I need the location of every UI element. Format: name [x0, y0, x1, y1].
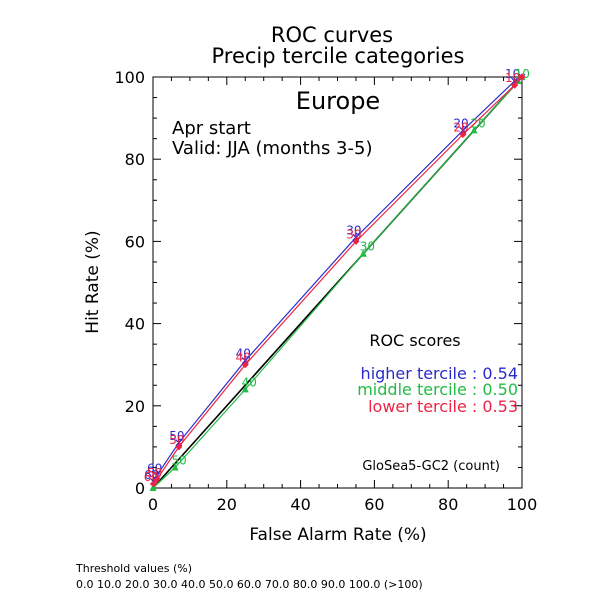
data-point [459, 131, 467, 139]
point-label: 10 [505, 67, 520, 81]
point-label: 30 [346, 223, 361, 237]
data-point [149, 484, 157, 491]
model-label: GloSea5-GC2 (count) [362, 459, 500, 474]
data-point [153, 476, 161, 484]
threshold-title: Threshold values (%) [76, 562, 193, 575]
point-label: 20 [453, 116, 468, 130]
x-axis-label: False Alarm Rate (%) [249, 525, 426, 545]
point-label: 50 [169, 429, 184, 443]
score-middle: middle tercile : 0.50 [357, 380, 518, 399]
point-label: 20 [453, 121, 468, 135]
threshold-values: 0.0 10.0 20.0 30.0 40.0 50.0 60.0 70.0 8… [76, 578, 423, 591]
x-tick-label: 60 [364, 495, 384, 514]
axis-ticks [152, 76, 523, 489]
chart-title: ROC curves [271, 23, 393, 47]
scores-title: ROC scores [369, 331, 460, 350]
x-tick-label: 80 [438, 495, 458, 514]
y-axis-label: Hit Rate (%) [83, 230, 103, 333]
data-point [241, 385, 249, 393]
point-label: 20 [470, 116, 485, 130]
x-tick-label: 40 [290, 495, 310, 514]
data-point [149, 480, 157, 488]
y-tick-label: 100 [114, 68, 145, 87]
tick-labels: 0 20 40 60 80 100 0 20 40 60 80 100 [114, 68, 537, 514]
point-label: 10 [505, 71, 520, 85]
y-tick-label: 80 [125, 150, 145, 169]
data-point [171, 463, 179, 471]
score-higher: higher tercile : 0.54 [361, 364, 518, 383]
point-label: 40 [236, 351, 251, 365]
point-label: 50 [169, 433, 184, 447]
point-label: 50 [171, 453, 186, 467]
x-tick-label: 0 [148, 495, 158, 514]
data-point [511, 81, 519, 89]
point-label: 30 [360, 240, 375, 254]
data-point [518, 73, 526, 81]
data-point [470, 126, 478, 134]
series-layer: 60605040302010504030201060505040302010 [144, 67, 530, 491]
x-tick-label: 100 [507, 495, 538, 514]
point-label: 40 [236, 347, 251, 361]
y-tick-label: 0 [135, 479, 145, 498]
x-tick-label: 20 [217, 495, 237, 514]
data-point [352, 237, 360, 245]
series-middle-tercile: 50 40 30 20 10 [149, 67, 530, 491]
score-lower: lower tercile : 0.53 [368, 397, 518, 416]
point-label: 50 [147, 466, 162, 480]
start-label: Apr start [172, 118, 251, 139]
series-line [152, 76, 523, 485]
data-point [241, 361, 249, 369]
chart-subtitle: Precip tercile categories [212, 44, 465, 68]
series-line [153, 76, 523, 483]
region-label: Europe [296, 87, 380, 115]
valid-label: Valid: JJA (months 3-5) [172, 138, 372, 159]
y-tick-label: 60 [125, 232, 145, 251]
point-label: 30 [346, 227, 361, 241]
data-point [175, 443, 183, 451]
y-tick-label: 20 [125, 397, 145, 416]
point-label: 40 [242, 375, 257, 389]
point-label: 60 [147, 462, 162, 476]
y-tick-label: 40 [125, 315, 145, 334]
data-point [359, 249, 367, 257]
